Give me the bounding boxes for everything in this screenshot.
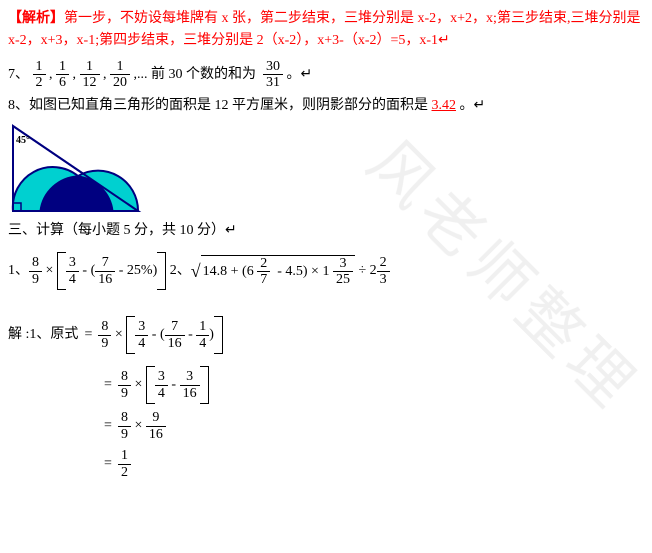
q7-mid: ,... 前 30 个数的和为 <box>134 67 257 82</box>
q7-suffix: 。↵ <box>287 67 313 82</box>
section-3-title: 三、计算（每小题 5 分，共 10 分）↵ <box>8 220 644 242</box>
question-8: 8、如图已知直角三角形的面积是 12 平方厘米，则阴影部分的面积是 3.42 。… <box>8 95 644 117</box>
fraction: 120 <box>110 59 130 91</box>
q7-answer: 3031 <box>263 59 283 91</box>
analysis-text: 第一步，不妨设每堆牌有 x 张，第二步结束，三堆分别是 x-2，x+2，x;第三… <box>8 11 640 48</box>
p1-prefix: 1、 <box>8 260 29 282</box>
p2-prefix: 2、 <box>170 260 191 282</box>
analysis-label: 【解析】 <box>8 11 64 26</box>
analysis-block: 【解析】第一步，不妨设每堆牌有 x 张，第二步结束，三堆分别是 x-2，x+2，… <box>8 8 644 53</box>
problem-1: 1、 89 × 34 - ( 716 - 25%) <box>8 252 166 290</box>
angle-label: 45° <box>16 135 30 146</box>
fraction: 112 <box>80 59 100 91</box>
solution-line-4: = 12 <box>98 448 644 480</box>
solution-line-3: = 89 × 916 <box>98 410 644 442</box>
q7-prefix: 7、 <box>8 67 29 82</box>
solution-line-1: 解 :1、原式 = 89 × 34 - ( 716 - 14 ) <box>8 316 223 354</box>
q8-prefix: 8、如图已知直角三角形的面积是 12 平方厘米，则阴影部分的面积是 <box>8 98 428 113</box>
question-7: 7、 12 , 16 , 112 , 120 ,... 前 30 个数的和为 3… <box>8 59 644 91</box>
fraction: 12 <box>33 59 46 91</box>
q8-suffix: 。↵ <box>460 98 486 113</box>
solution-label: 解 :1、原式 <box>8 324 78 346</box>
problem-2: 2、 √ 14.8 + (6 27 - 4.5) × 1 325 ÷ 2 23 <box>170 255 390 288</box>
q8-answer: 3.42 <box>432 98 457 113</box>
fraction: 16 <box>56 59 69 91</box>
solution-line-2: = 89 × 34 - 316 <box>98 366 644 404</box>
triangle-figure: 45° <box>8 121 148 216</box>
